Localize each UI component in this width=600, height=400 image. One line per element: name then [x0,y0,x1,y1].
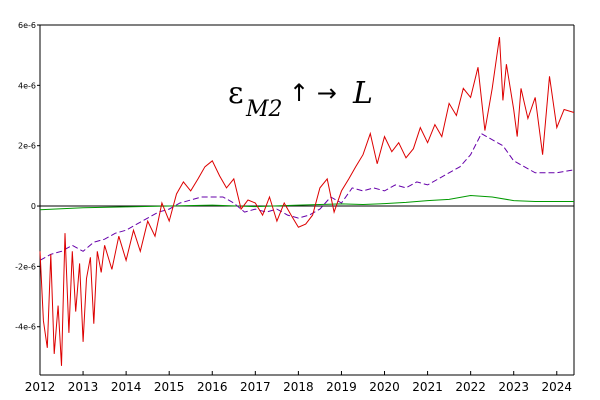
x-tick-label: 2024 [542,380,573,394]
y-tick-label: 2e-6 [18,142,36,151]
x-axis-ticks: 2012 2013 2014 2015 2016 2017 2018 2019 2020 2021… [25,371,572,394]
annotation-arrows: ↑ → [289,79,337,107]
x-tick-label: 2022 [455,380,486,394]
x-tick-label: 2017 [240,380,271,394]
series-line-2 [39,194,574,211]
y-tick-label: -2e-6 [15,262,36,271]
y-tick-label: -4e-6 [15,323,36,332]
y-axis-ticks: 6e-6 4e-6 2e-6 0 -2e-6 -4e-6 [15,21,40,332]
x-tick-label: 2019 [326,380,357,394]
y-tick-label: 6e-6 [18,21,36,30]
annotation: ε M2 ↑ → L [228,76,373,122]
x-tick-label: 2016 [197,380,228,394]
series-line-1 [39,132,575,261]
x-tick-label: 2012 [25,380,56,394]
annotation-subscript: M2 [245,97,283,122]
y-tick-label: 4e-6 [18,81,36,90]
x-tick-label: 2015 [154,380,185,394]
annotation-target: L [352,76,373,111]
x-tick-label: 2013 [68,380,99,394]
series-line-0 [39,37,575,366]
x-tick-label: 2023 [498,380,529,394]
x-tick-label: 2020 [369,380,400,394]
annotation-epsilon: ε [228,76,244,111]
series-layer [39,37,575,366]
y-tick-label: 0 [31,202,36,211]
x-tick-label: 2018 [283,380,314,394]
plot-frame [39,24,575,376]
x-tick-label: 2021 [412,380,443,394]
x-tick-label: 2014 [111,380,142,394]
